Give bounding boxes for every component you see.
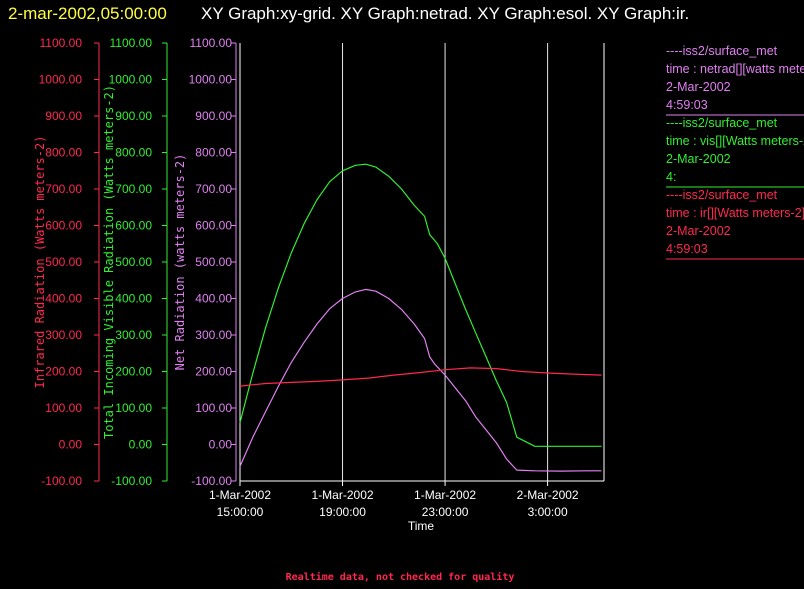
x-tick-label-time-2: 23:00:00	[422, 505, 469, 519]
legend-vis-line-0: ----iss2/surface_met	[666, 116, 778, 130]
y-tick-label-net-5: 400.00	[195, 292, 232, 306]
y-tick-label-ir-3: 200.00	[45, 365, 82, 379]
legend-vis-line-2: 2-Mar-2002	[666, 152, 731, 166]
x-tick-label-date-3: 2-Mar-2002	[517, 488, 579, 502]
legend-ir-line-0: ----iss2/surface_met	[666, 188, 778, 202]
x-tick-label-date-0: 1-Mar-2002	[209, 488, 271, 502]
x-tick-label-date-2: 1-Mar-2002	[414, 488, 476, 502]
legend-vis-line-1: time : vis[][Watts meters-2]	[666, 134, 804, 148]
y-tick-label-vis-7: 600.00	[115, 219, 152, 233]
y-tick-label-net-7: 600.00	[195, 219, 232, 233]
y-tick-label-vis-1: 0.00	[129, 438, 153, 452]
legend-net-line-1: time : netrad[][watts meters-2]	[666, 62, 804, 76]
y-tick-label-vis-4: 300.00	[115, 328, 152, 342]
y-tick-label-vis-11: 1000.00	[109, 73, 153, 87]
y-tick-label-ir-0: -100.00	[41, 474, 82, 488]
x-tick-label-time-3: 3:00:00	[528, 505, 568, 519]
y-tick-label-vis-3: 200.00	[115, 365, 152, 379]
y-tick-label-ir-4: 300.00	[45, 328, 82, 342]
title-date: 2-mar-2002,05:00:00	[8, 4, 167, 23]
y-tick-label-ir-5: 400.00	[45, 292, 82, 306]
legend-ir-line-1: time : ir[][Watts meters-2]	[666, 206, 804, 220]
series-line-net	[239, 288, 602, 472]
x-axis-ticks: 1-Mar-2002 15:00:00 1-Mar-2002 19:00:00 1-Ma…	[209, 481, 579, 519]
y-tick-label-net-4: 300.00	[195, 328, 232, 342]
legend-ir-line-2: 2-Mar-2002	[666, 224, 731, 238]
y-tick-label-net-6: 500.00	[195, 255, 232, 269]
y-tick-label-vis-2: 100.00	[115, 401, 152, 415]
x-tick-label-time-1: 19:00:00	[319, 505, 366, 519]
y-tick-label-net-3: 200.00	[195, 365, 232, 379]
y-tick-label-net-8: 700.00	[195, 182, 232, 196]
y-tick-label-net-12: 1100.00	[190, 36, 233, 50]
y-tick-label-net-11: 1000.00	[189, 73, 233, 87]
x-tick-label-time-0: 15:00:00	[217, 505, 264, 519]
series-line-ir	[239, 367, 602, 387]
series-line-vis	[239, 163, 602, 447]
y-tick-label-net-1: 0.00	[209, 438, 233, 452]
y-tick-label-ir-2: 100.00	[45, 401, 82, 415]
y-tick-label-vis-12: 1100.00	[110, 36, 153, 50]
series-lines	[239, 163, 602, 472]
y-tick-label-net-9: 800.00	[195, 146, 232, 160]
x-axis-label: Time	[408, 519, 435, 533]
y-tick-label-ir-6: 500.00	[45, 255, 82, 269]
legend-net-line-3: 4:59:03	[666, 98, 708, 112]
y-tick-label-vis-10: 900.00	[115, 109, 152, 123]
y-tick-label-ir-11: 1000.00	[39, 73, 83, 87]
y-tick-label-vis-0: -100.00	[111, 474, 152, 488]
legend-vis-line-3: 4:	[666, 170, 676, 184]
legend-net-line-0: ----iss2/surface_met	[666, 44, 778, 58]
y-tick-label-vis-8: 700.00	[115, 182, 152, 196]
y-tick-label-vis-6: 500.00	[115, 255, 152, 269]
axes: -100.00 0.00 100.00 200.00 300.00 400.00 500.0…	[33, 36, 605, 488]
grid	[342, 43, 549, 481]
y-tick-label-vis-9: 800.00	[115, 146, 152, 160]
y-tick-label-ir-10: 900.00	[45, 109, 82, 123]
y-tick-label-net-2: 100.00	[195, 401, 232, 415]
legend-ir-line-3: 4:59:03	[666, 242, 708, 256]
y-tick-label-net-10: 900.00	[195, 109, 232, 123]
title-graphs: XY Graph:xy-grid. XY Graph:netrad. XY Gr…	[201, 4, 689, 23]
y-tick-label-ir-7: 600.00	[45, 219, 82, 233]
y-tick-label-ir-12: 1100.00	[40, 36, 83, 50]
quality-note: Realtime data, not checked for quality	[286, 571, 515, 583]
y-tick-label-ir-8: 700.00	[45, 182, 82, 196]
y-axis-title-vis: Total Incoming Visible Radiation (Watts …	[102, 85, 116, 439]
y-tick-label-vis-5: 400.00	[115, 292, 152, 306]
y-tick-label-ir-9: 800.00	[45, 146, 82, 160]
x-tick-label-date-1: 1-Mar-2002	[312, 488, 374, 502]
y-axis-title-net: Net Radiation (watts meters-2)	[173, 154, 187, 371]
y-axis-title-ir: Infrared Radiation (Watts meters-2)	[33, 136, 47, 389]
legend-net-line-2: 2-Mar-2002	[666, 80, 731, 94]
y-tick-label-ir-1: 0.00	[59, 438, 83, 452]
y-tick-label-net-0: -100.00	[191, 474, 232, 488]
